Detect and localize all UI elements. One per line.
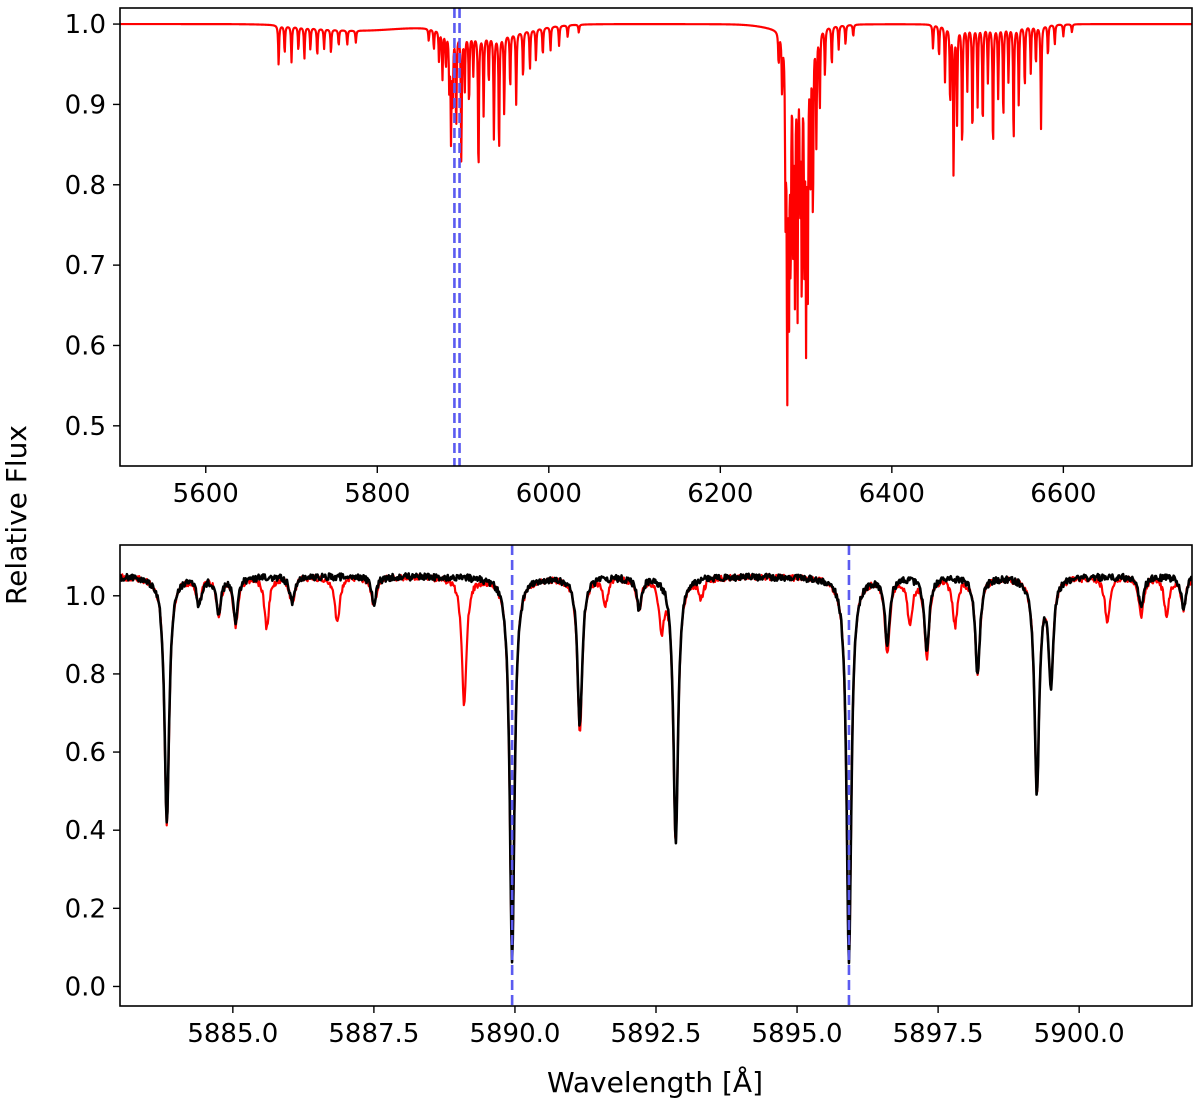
top-x-tick-label: 5600 [173, 479, 239, 509]
top-y-tick-label: 0.9 [65, 90, 106, 120]
bottom-y-tick-label: 0.2 [65, 894, 106, 924]
bottom-x-tick-label: 5890.0 [469, 1019, 560, 1049]
top-axis-ticks: 5600 5800 6000 6200 6400 6600 0.5 0.6 0.7 0.8 0.9 1… [65, 10, 1097, 509]
bottom-y-tick-label: 0.6 [65, 738, 106, 768]
bottom-x-tick-label: 5887.5 [328, 1019, 419, 1049]
bottom-y-tick-label: 0.4 [65, 816, 106, 846]
bottom-plot-area [119, 544, 1193, 1007]
bottom-x-tick-label: 5885.0 [187, 1019, 278, 1049]
bottom-panel: 5885.0 5887.5 5890.0 5892.5 5895.0 5897.5 5900… [65, 544, 1193, 1049]
bottom-x-tick-label: 5895.0 [752, 1019, 843, 1049]
top-y-tick-label: 0.7 [65, 251, 106, 281]
top-x-tick-label: 6400 [859, 479, 925, 509]
top-x-tick-label: 6200 [687, 479, 753, 509]
top-x-tick-label: 6000 [516, 479, 582, 509]
observed-spectrum-line [120, 572, 1192, 965]
bottom-x-tick-label: 5892.5 [611, 1019, 702, 1049]
top-x-tick-label: 6600 [1030, 479, 1096, 509]
top-y-tick-label: 1.0 [65, 10, 106, 40]
bottom-x-tick-label: 5897.5 [893, 1019, 984, 1049]
top-panel: 5600 5800 6000 6200 6400 6600 0.5 0.6 0.7 0.8 0.9 1… [65, 7, 1193, 509]
x-axis-label: Wavelength [Å] [547, 1065, 763, 1099]
bottom-y-tick-label: 0.0 [65, 972, 106, 1002]
top-axes-frame [119, 7, 1193, 467]
top-plot-area [119, 7, 1193, 467]
top-x-tick-label: 5800 [344, 479, 410, 509]
top-y-tick-label: 0.5 [65, 412, 106, 442]
top-y-tick-label: 0.8 [65, 171, 106, 201]
bottom-y-tick-label: 1.0 [65, 582, 106, 612]
bottom-x-tick-label: 5900.0 [1034, 1019, 1125, 1049]
top-y-tick-label: 0.6 [65, 331, 106, 361]
y-axis-label: Relative Flux [0, 425, 33, 605]
bottom-axis-ticks: 5885.0 5887.5 5890.0 5892.5 5895.0 5897.5 5900… [65, 582, 1125, 1049]
model-spectrum-line [120, 22, 1192, 407]
bottom-y-tick-label: 0.8 [65, 660, 106, 690]
